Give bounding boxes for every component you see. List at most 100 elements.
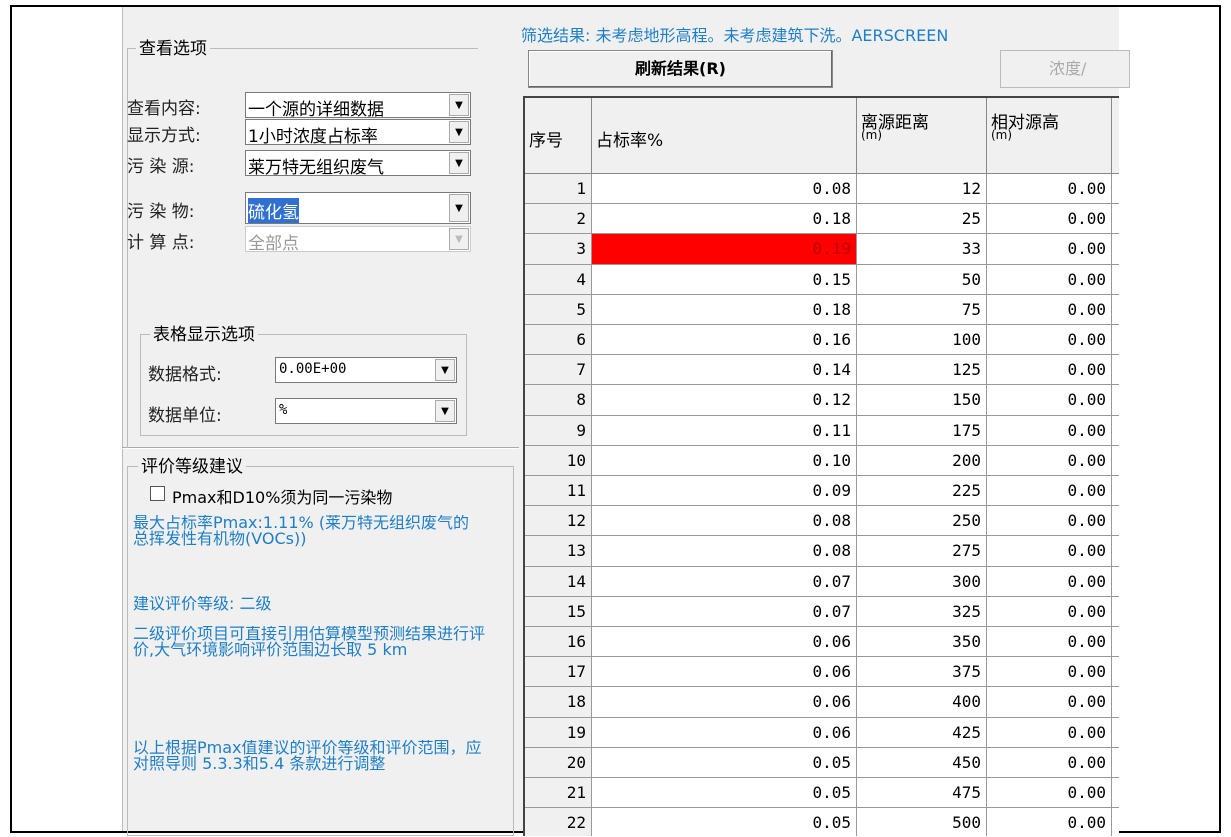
checkbox-label: Pmax和D10%须为同一污染物 [172,488,393,507]
combo-value: 全部点 [248,234,299,252]
group-title: 查看选项 [136,34,210,59]
combo-box[interactable]: 莱万特无组织废气 ▼ [245,150,471,176]
table-cell: 0.00 [987,476,1112,507]
table-cell: 0.00 [987,687,1112,718]
field-label: 污 染 物: [127,202,195,222]
button[interactable]: 刷新结果(R) [528,50,833,88]
table-cell [1112,778,1119,809]
row-number: 15 [525,596,592,627]
table-cell: 300 [857,566,987,597]
row-number: 3 [525,234,592,265]
header-cell: 占标率% [592,98,857,174]
table-cell [1112,325,1119,356]
table-cell: 275 [857,536,987,567]
table-cell: 0.08 [592,536,857,567]
header-cell: 离源距离 (m) [857,98,987,174]
table-cell [1112,204,1119,235]
table-cell: 0.06 [592,657,857,688]
table-cell [1112,567,1119,597]
table-cell: 0.00 [987,264,1112,295]
table-cell: 450 [857,747,987,778]
checkbox[interactable] [150,486,165,501]
table-cell: 0.07 [592,596,857,627]
combo-arrow: ▼ [449,228,469,250]
table-cell: 0.05 [592,747,857,778]
table-cell: 250 [857,506,987,537]
table-cell: 125 [857,355,987,386]
table-cell: 0.00 [987,204,1112,235]
combo-value: 1小时浓度占标率 [248,127,378,145]
table: 序号 占标率% 离源距离 (m) 相对源高 (m) 1 0.08 12 0.00 2 0.18 25 0.… [523,96,1119,836]
combo-arrow: ▼ [449,194,469,222]
combo-value: 0.00E+00 [279,361,347,377]
combo-arrow: ▼ [435,359,455,381]
combo-arrow: ▼ [449,94,469,116]
table-cell [1112,657,1119,688]
table-cell: 500 [857,808,987,836]
row-number: 1 [525,174,592,205]
group-box [140,334,467,436]
table-cell: 0.11 [592,415,857,446]
combo-value: 莱万特无组织废气 [248,158,384,176]
table-cell: 33 [857,234,987,265]
table-cell: 0.00 [987,234,1112,265]
table-cell: 0.00 [987,325,1112,356]
table-cell: 0.16 [592,325,857,356]
group-title: 表格显示选项 [150,320,258,345]
group-box [127,48,478,448]
grade-text: 以上根据Pmax值建议的评价等级和评价范围，应对照导则 5.3.3和5.4 条款… [133,740,482,772]
combo-arrow: ▼ [449,121,469,143]
table-cell: 0.08 [592,506,857,537]
table-cell: 0.14 [592,355,857,386]
row-number: 10 [525,445,592,476]
combo-box[interactable]: % ▼ [275,398,457,424]
header-text: 相对源高 [991,113,1059,133]
field-label: 显示方式: [127,126,201,146]
table-cell: 225 [857,476,987,507]
table-cell: 0.00 [987,808,1112,836]
grade-text: 建议评价等级: 二级 [133,596,272,612]
row-number: 9 [525,415,592,446]
row-number: 12 [525,506,592,537]
row-number: 20 [525,747,592,778]
combo-arrow: ▼ [449,152,469,174]
filter-result: 筛选结果: 未考虑地形高程。未考虑建筑下洗。AERSCREEN [521,26,949,45]
table-cell: 0.00 [987,174,1112,205]
table-cell: 175 [857,415,987,446]
table-cell: 12 [857,174,987,205]
table-cell: 0.00 [987,717,1112,748]
table-cell [1112,476,1119,507]
combo-box: 全部点 ▼ [245,226,471,252]
table-cell: 25 [857,204,987,235]
field-label: 查看内容: [127,99,201,119]
row-number: 7 [525,355,592,386]
header-text: 序号 [529,131,563,151]
table-cell [1112,536,1119,567]
table-cell: 0.00 [987,294,1112,325]
table-cell: 475 [857,778,987,809]
table-cell: 425 [857,717,987,748]
table-cell: 0.00 [987,596,1112,627]
table-cell: 0.00 [987,778,1112,809]
table-cell [1112,265,1119,295]
combo-box[interactable]: 1小时浓度占标率 ▼ [245,119,471,145]
grade-text: 二级评价项目可直接引用估算模型预测结果进行评价,大气环境影响评价范围边长取 5 … [133,626,485,658]
header-text: 离源距离 [861,113,929,133]
combo-box[interactable]: 0.00E+00 ▼ [275,357,457,383]
table-cell: 150 [857,385,987,416]
row-number: 8 [525,385,592,416]
table-cell [1112,295,1119,325]
table-cell: 0.07 [592,566,857,597]
table-cell: 0.06 [592,717,857,748]
combo-box[interactable]: 硫化氢 ▼ [245,192,471,224]
header-cell: 相对源高 (m) [987,98,1112,174]
row-number: 22 [525,808,592,836]
table-cell: 0.10 [592,445,857,476]
table-cell: 0.05 [592,808,857,836]
table-cell [1112,234,1119,265]
combo-box[interactable]: 一个源的详细数据 ▼ [245,92,471,118]
table-cell [1112,627,1119,658]
table-cell [1112,446,1119,476]
row-number: 6 [525,325,592,356]
